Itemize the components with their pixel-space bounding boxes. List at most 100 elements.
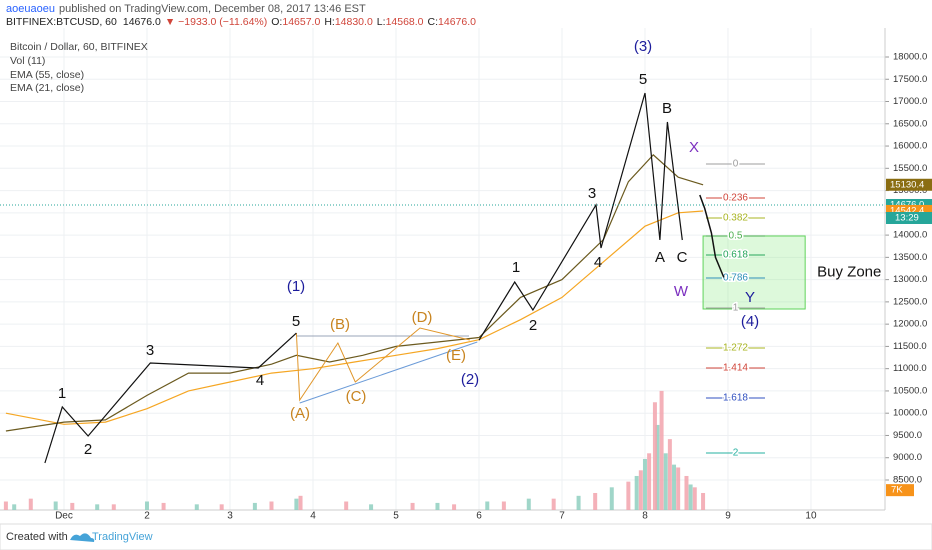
volume-bar	[485, 501, 490, 510]
y-tick-label: 11500.0	[893, 341, 927, 352]
volume-bar	[684, 475, 689, 510]
volume-bar	[435, 502, 440, 510]
fib-label: 1	[733, 303, 739, 314]
x-tick-label: 2	[144, 511, 150, 522]
volume-bar	[452, 504, 457, 510]
wave-label: 5	[292, 313, 300, 330]
buy-zone-label: Buy Zone	[817, 263, 881, 280]
ohlc-value: 14830.0	[335, 16, 373, 28]
wave-label: (4)	[741, 313, 759, 330]
countdown: 13:29	[895, 213, 919, 224]
ohlc-key: C:	[428, 16, 439, 28]
ohlc-key: H:	[324, 16, 335, 28]
wave-label: Y	[745, 289, 755, 306]
volume-bar	[3, 501, 8, 510]
author[interactable]: aoeuaoeu	[6, 3, 55, 15]
price-badge	[886, 178, 932, 191]
x-tick-label: 3	[227, 511, 233, 522]
wave-label: 1	[58, 385, 66, 402]
volume-bar	[294, 498, 299, 510]
footer-brand[interactable]: TradingView	[92, 531, 153, 543]
volume-bar	[501, 501, 506, 510]
ohlc-key: L:	[377, 16, 386, 28]
volume-bar	[219, 504, 224, 510]
volume-badge	[886, 484, 914, 497]
volume-bar	[28, 498, 33, 510]
volume-bar	[12, 504, 17, 510]
wave-label: X	[689, 139, 699, 156]
legend-entry: Vol (11)	[10, 55, 45, 67]
volume-bar	[298, 495, 303, 510]
wave-label: C	[677, 249, 688, 266]
volume-bar	[95, 504, 100, 510]
volume-bar	[526, 498, 531, 510]
volume-bar	[667, 439, 672, 510]
plot: Dec 2 3 4 5 6 7 8 9 108500.09000.09500.010000.010…	[0, 28, 932, 522]
volume-bar	[593, 492, 598, 510]
correction-line	[295, 327, 470, 402]
last: 14676.0	[123, 16, 161, 28]
x-tick-label: 7	[559, 511, 565, 522]
wave-label: (2)	[461, 371, 479, 388]
wave-label: 4	[594, 254, 602, 271]
y-tick-label: 9500.0	[893, 430, 922, 441]
header-line: aoeuaoeu published on TradingView.com, De…	[6, 3, 366, 15]
wave-label: 5	[639, 71, 647, 88]
volume-bar	[609, 487, 614, 510]
volume-bar	[688, 484, 693, 510]
y-tick-label: 9000.0	[893, 452, 922, 463]
wave-label: 2	[84, 441, 92, 458]
wave-label: (A)	[290, 405, 310, 422]
published: published on TradingView.com, December 0…	[59, 3, 366, 15]
y-tick-label: 16500.0	[893, 118, 927, 129]
fib-label: 0.236	[723, 193, 748, 204]
price-badge-label: 15130.4	[890, 179, 924, 190]
x-tick-label: 10	[805, 511, 817, 522]
fib-label: 1.618	[723, 393, 748, 404]
x-tick-label: 9	[725, 511, 731, 522]
volume-bar	[655, 424, 660, 510]
wave-label: 3	[588, 185, 596, 202]
wave-label: B	[662, 100, 672, 117]
wave-label: (B)	[330, 316, 350, 333]
volume-bar	[663, 453, 668, 510]
volume-bar	[652, 402, 657, 510]
fib-label: 0.618	[723, 250, 748, 261]
symbol-line: BITFINEX:BTCUSD, 60 14676.0 ▼ −1933.0 (−11…	[6, 16, 476, 28]
y-tick-label: 10500.0	[893, 385, 927, 396]
wave-label: (1)	[287, 278, 305, 295]
x-tick-label: 6	[476, 511, 482, 522]
ema-line	[5, 154, 704, 432]
wave-label: 1	[512, 259, 520, 276]
fib-label: 0	[733, 159, 739, 170]
y-tick-label: 17500.0	[893, 74, 927, 85]
volume-bar	[642, 458, 647, 510]
fib-label: 1.272	[723, 343, 748, 354]
wave-label: W	[674, 283, 689, 300]
projection-line	[699, 194, 725, 278]
fib-label: 1.414	[723, 363, 748, 374]
wave-label: (3)	[634, 38, 652, 55]
volume-badge-label: 7K	[891, 485, 903, 496]
fib-label: 0.382	[723, 213, 748, 224]
volume-bar	[692, 487, 697, 510]
footer-created: Created with	[6, 531, 68, 543]
x-tick-label: 8	[642, 511, 648, 522]
volume-bar	[252, 502, 257, 510]
ohlc-key: O:	[271, 16, 282, 28]
change: ▼ −1933.0 (−11.64%)	[165, 16, 267, 28]
symbol: BITFINEX:BTCUSD, 60	[6, 16, 117, 28]
y-tick-label: 18000.0	[893, 52, 927, 63]
ohlc-value: 14657.0	[282, 16, 320, 28]
y-tick-label: 15500.0	[893, 163, 927, 174]
volume-bar	[111, 504, 116, 510]
fib-label: 2	[733, 448, 739, 459]
volume-bar	[161, 502, 166, 510]
y-tick-label: 10000.0	[893, 408, 927, 419]
wave-label: (E)	[446, 347, 466, 364]
y-tick-label: 16000.0	[893, 141, 927, 152]
volume-bar	[344, 501, 349, 510]
legend-entry: EMA (55, close)	[10, 69, 84, 81]
buy-zone	[702, 235, 806, 310]
